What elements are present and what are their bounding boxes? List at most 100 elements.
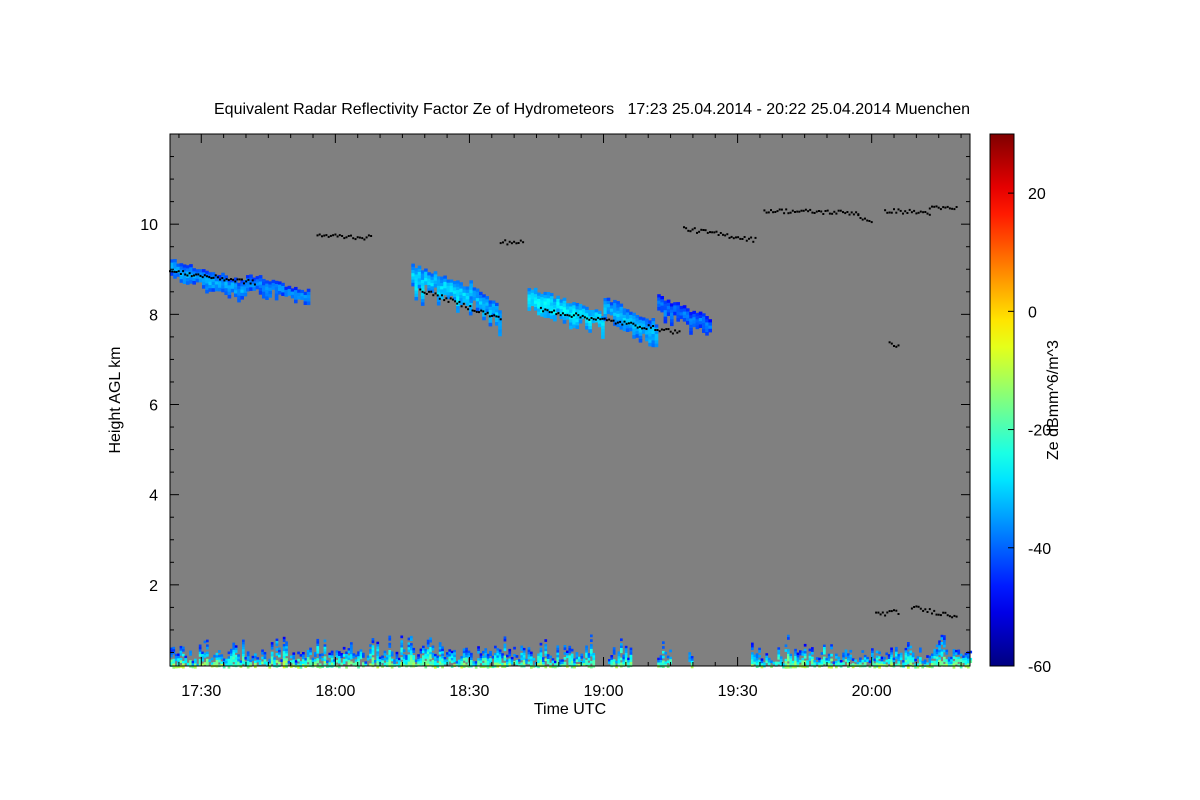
echo-cell: [609, 311, 614, 316]
boundary-echo-cell: [321, 665, 324, 668]
boundary-echo-cell: [935, 661, 939, 664]
boundary-echo-cell: [182, 653, 185, 657]
boundary-echo-cell: [904, 655, 908, 658]
boundary-echo-cell: [943, 635, 946, 638]
boundary-echo-cell: [895, 663, 898, 667]
echo-cell: [303, 301, 308, 305]
echo-cell: [294, 296, 298, 301]
boundary-echo-cell: [230, 660, 233, 664]
boundary-echo-cell: [666, 660, 670, 664]
boundary-echo-cell: [830, 665, 833, 669]
boundary-echo-cell: [806, 660, 809, 663]
boundary-echo-cell: [546, 656, 550, 660]
boundary-echo-cell: [388, 635, 392, 639]
boundary-echo-cell: [967, 661, 970, 664]
boundary-echo-cell: [434, 656, 437, 659]
echo-cell: [603, 304, 608, 308]
boundary-echo-cell: [755, 653, 759, 656]
echo-cell: [546, 304, 551, 309]
cloud-base-marker: [924, 211, 927, 213]
echo-cell: [240, 280, 244, 284]
boundary-echo-cell: [263, 656, 267, 660]
boundary-echo-cell: [220, 654, 224, 657]
echo-cell: [708, 319, 712, 323]
boundary-echo-cell: [237, 659, 240, 662]
boundary-echo-cell: [484, 648, 488, 651]
y-tick-label: 6: [149, 398, 158, 415]
boundary-echo-cell: [326, 660, 329, 664]
echo-cell: [569, 306, 573, 311]
boundary-echo-cell: [302, 659, 305, 662]
boundary-echo-cell: [525, 658, 528, 662]
boundary-echo-cell: [496, 660, 500, 663]
cloud-base-marker: [737, 236, 740, 239]
cloud-base-marker: [206, 275, 208, 278]
boundary-echo-cell: [612, 661, 616, 665]
boundary-echo-cell: [940, 651, 944, 655]
echo-cell: [306, 301, 311, 306]
boundary-echo-cell: [347, 662, 351, 666]
boundary-echo-cell: [585, 655, 588, 658]
boundary-echo-cell: [371, 647, 375, 651]
boundary-echo-cell: [622, 661, 626, 665]
boundary-echo-cell: [938, 652, 941, 656]
echo-cell: [440, 289, 444, 293]
boundary-echo-cell: [859, 657, 862, 661]
boundary-echo-cell: [220, 663, 224, 667]
boundary-echo-cell: [290, 660, 293, 664]
boundary-echo-cell: [242, 644, 245, 648]
boundary-echo-cell: [935, 656, 939, 660]
boundary-echo-cell: [234, 645, 238, 648]
boundary-echo-cell: [172, 646, 176, 650]
cloud-base-marker: [765, 211, 768, 214]
boundary-echo-cell: [330, 657, 334, 661]
echo-cell: [635, 334, 640, 338]
boundary-echo-cell: [484, 655, 488, 659]
boundary-echo-cell: [885, 659, 889, 663]
echo-cell: [214, 284, 219, 289]
boundary-echo-cell: [544, 665, 548, 669]
echo-cell: [255, 279, 260, 283]
boundary-echo-cell: [938, 645, 941, 648]
echo-cell: [290, 288, 295, 292]
echo-cell: [202, 269, 206, 273]
boundary-echo-cell: [945, 652, 949, 655]
echo-cell: [692, 317, 696, 321]
boundary-echo-cell: [842, 657, 845, 661]
echo-cell: [205, 289, 209, 294]
echo-cell: [417, 272, 422, 276]
boundary-echo-cell: [938, 650, 941, 653]
echo-cell: [411, 282, 415, 287]
echo-cell: [689, 315, 693, 319]
boundary-echo-cell: [398, 657, 401, 661]
boundary-echo-cell: [222, 660, 226, 664]
echo-cell: [414, 284, 419, 288]
boundary-echo-cell: [441, 651, 444, 654]
echo-cell: [436, 301, 441, 306]
boundary-echo-cell: [484, 660, 488, 663]
boundary-echo-cell: [662, 662, 665, 666]
echo-cell: [613, 306, 617, 310]
boundary-echo-cell: [664, 651, 668, 655]
boundary-echo-cell: [755, 662, 759, 666]
cloud-base-marker: [787, 212, 790, 215]
boundary-echo-cell: [330, 662, 334, 666]
echo-cell: [290, 291, 295, 296]
boundary-echo-cell: [206, 639, 209, 643]
echo-cell: [258, 287, 263, 292]
echo-cell: [221, 282, 225, 286]
boundary-echo-cell: [904, 657, 908, 661]
boundary-echo-cell: [350, 642, 353, 645]
boundary-echo-cell: [575, 664, 579, 667]
boundary-echo-cell: [304, 660, 308, 664]
cloud-base-marker: [864, 217, 866, 220]
echo-cell: [452, 287, 457, 291]
echo-cell: [290, 294, 295, 299]
echo-cell: [469, 280, 473, 284]
echo-cell: [543, 291, 548, 296]
cloud-base-marker: [184, 273, 187, 276]
echo-cell: [202, 285, 206, 289]
cloud-base-marker: [564, 314, 567, 317]
boundary-echo-cell: [789, 663, 793, 666]
boundary-echo-cell: [184, 660, 188, 664]
